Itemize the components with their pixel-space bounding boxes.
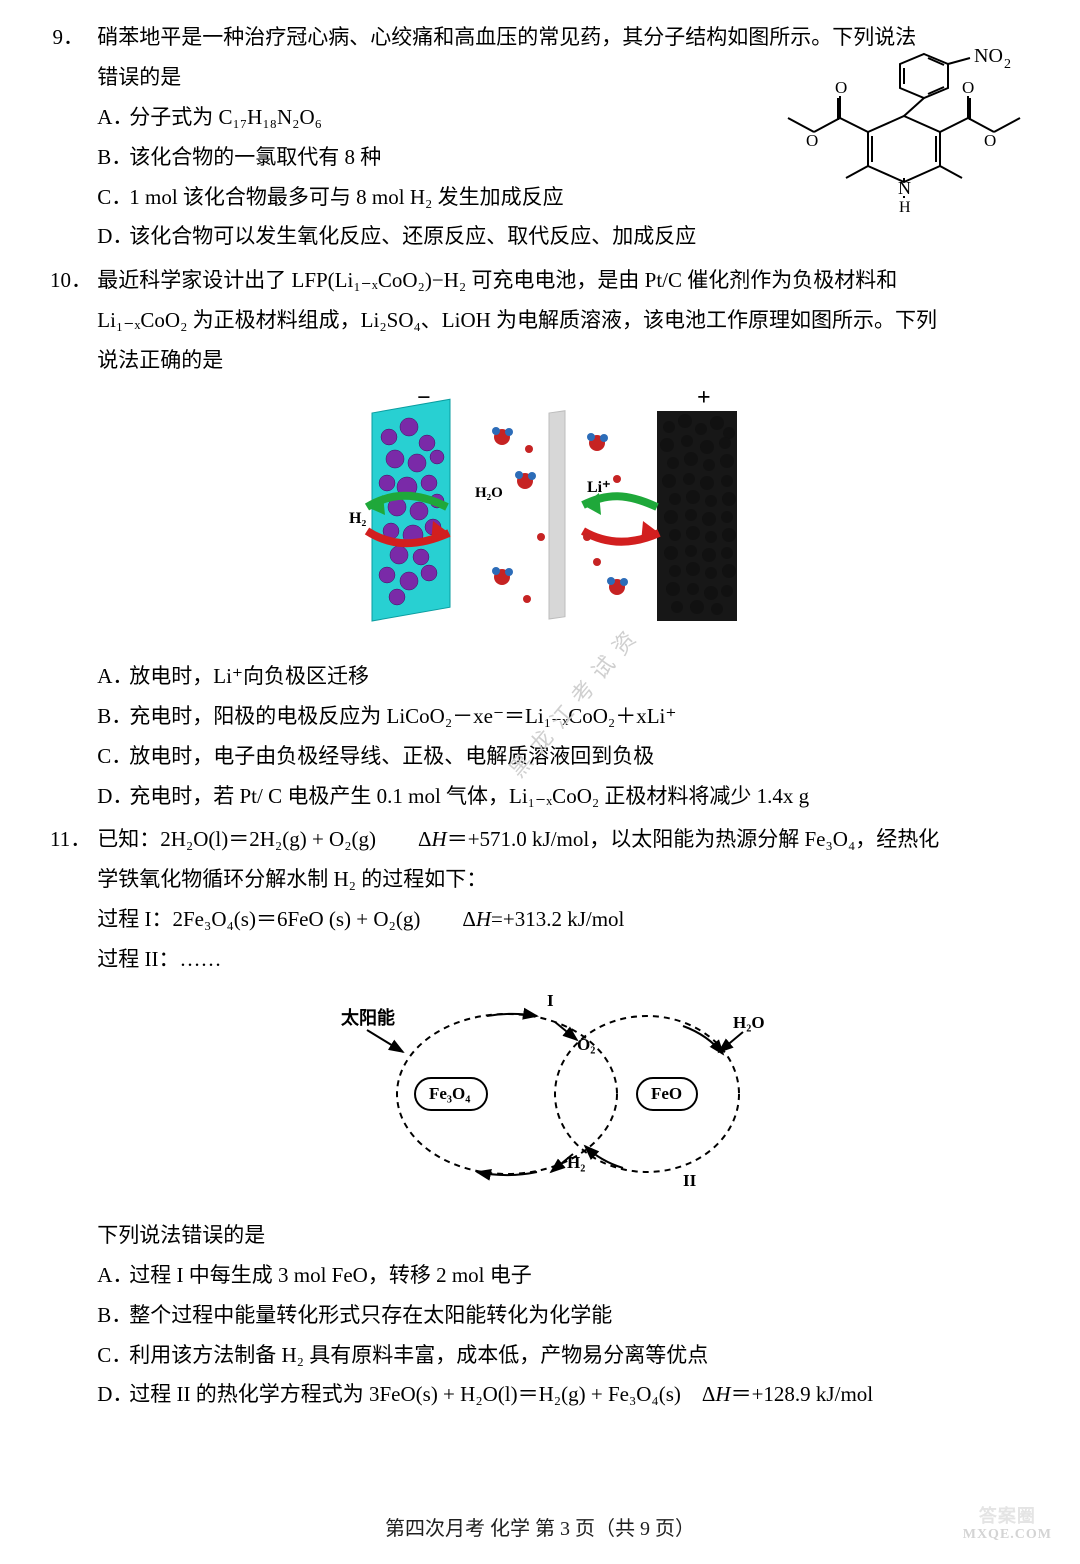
svg-text:H₂: H₂: [349, 510, 366, 527]
q11-line2: 学铁氧化物循环分解水制 H₂ 的过程如下：: [97, 867, 487, 891]
q11-cycle-figure: Fe₃O₄ FeO I II 太阳能 O₂ H₂O H₂: [97, 986, 1017, 1210]
svg-text:O₂: O₂: [577, 1035, 595, 1054]
option-label: A．: [97, 98, 133, 138]
svg-text:太阳能: 太阳能: [341, 1007, 395, 1028]
svg-text:H₂O: H₂O: [475, 485, 503, 501]
q11-b-text: 整个过程中能量转化形式只存在太阳能转化为化学能: [129, 1303, 612, 1327]
q11-line1a: 已知：2H₂O(l)＝2H₂(g) + O₂(g) Δ: [97, 827, 431, 851]
q11-a-text: 过程 I 中每生成 3 mol FeO，转移 2 mol 电子: [129, 1263, 532, 1287]
q11-option-d: D．过程 II 的热化学方程式为 3FeO(s) + H₂O(l)＝H₂(g) …: [97, 1375, 1017, 1415]
q10-line1: 最近科学家设计出了 LFP(Li₁₋ₓCoO₂)−H₂ 可充电电池，是由 Pt/…: [97, 268, 897, 292]
q9-a-text: 分子式为 C₁₇H₁₈N₂O₆: [129, 105, 322, 129]
q10-option-d: D．充电时，若 Pt/ C 电极产生 0.1 mol 气体，Li₁₋ₓCoO₂ …: [97, 777, 1017, 817]
svg-text:O: O: [984, 131, 996, 150]
svg-text:2: 2: [1004, 57, 1011, 72]
option-label: C．: [97, 178, 132, 218]
q11-d-text: 过程 II 的热化学方程式为 3FeO(s) + H₂O(l)＝H₂(g) + …: [129, 1382, 715, 1406]
q10-d-text: 充电时，若 Pt/ C 电极产生 0.1 mol 气体，Li₁₋ₓCoO₂ 正极…: [129, 784, 809, 808]
svg-text:Li⁺: Li⁺: [587, 479, 611, 496]
q9-c-text: 1 mol 该化合物最多可与 8 mol H₂ 发生加成反应: [129, 185, 563, 209]
svg-text:+: +: [697, 387, 711, 411]
q10-line2: Li₁₋ₓCoO₂ 为正极材料组成，Li₂SO₄、LiOH 为电解质溶液，该电池…: [97, 308, 937, 332]
question-10: 10． 最近科学家设计出了 LFP(Li₁₋ₓCoO₂)−H₂ 可充电电池，是由…: [50, 261, 1030, 816]
q11-option-b: B．整个过程中能量转化形式只存在太阳能转化为化学能: [97, 1296, 1017, 1336]
q10-line3: 说法正确的是: [97, 348, 223, 372]
option-label: B．: [97, 1296, 132, 1336]
q11-ask: 下列说法错误的是: [97, 1223, 265, 1247]
option-label: C．: [97, 1336, 132, 1376]
q9-stem-line2: 错误的是: [97, 65, 181, 89]
option-label: A．: [97, 657, 133, 697]
svg-text:II: II: [683, 1171, 697, 1190]
svg-text:H: H: [899, 199, 911, 216]
option-label: B．: [97, 697, 132, 737]
q10-option-b: B．充电时，阳极的电极反应为 LiCoO₂－xe⁻＝Li₁₋ₓCoO₂＋xLi⁺: [97, 697, 1017, 737]
svg-text:O: O: [806, 131, 818, 150]
q10-a-text: 放电时，Li⁺向负极区迁移: [129, 664, 369, 688]
q10-option-c: C．放电时，电子由负极经导线、正极、电解质溶液回到负极: [97, 737, 1017, 777]
q10-c-text: 放电时，电子由负极经导线、正极、电解质溶液回到负极: [129, 744, 654, 768]
q11-option-c: C．利用该方法制备 H₂ 具有原料丰富，成本低，产物易分离等优点: [97, 1336, 1017, 1376]
svg-text:H₂O: H₂O: [733, 1013, 765, 1032]
q9-d-text: 该化合物可以发生氧化反应、还原反应、取代反应、加成反应: [129, 224, 696, 248]
option-label: C．: [97, 737, 132, 777]
q11-line1: 已知：2H₂O(l)＝2H₂(g) + O₂(g) ΔH＝+571.0 kJ/m…: [97, 827, 939, 851]
q11-option-a: A．过程 I 中每生成 3 mol FeO，转移 2 mol 电子: [97, 1256, 1017, 1296]
q11-proc1b: =+313.2 kJ/mol: [491, 907, 624, 931]
q10-battery-figure: − +: [97, 387, 1017, 651]
q10-option-a: A．放电时，Li⁺向负极区迁移: [97, 657, 1017, 697]
question-11: 11． 已知：2H₂O(l)＝2H₂(g) + O₂(g) ΔH＝+571.0 …: [50, 820, 1030, 1415]
svg-text:H₂: H₂: [567, 1153, 585, 1172]
q10-number: 10．: [50, 261, 92, 301]
battery-svg: − +: [297, 387, 817, 637]
svg-text:Fe₃O₄: Fe₃O₄: [429, 1084, 470, 1103]
q11-d-text2: ＝+128.9 kJ/mol: [731, 1382, 874, 1406]
q11-c-text: 利用该方法制备 H₂ 具有原料丰富，成本低，产物易分离等优点: [129, 1343, 708, 1367]
svg-text:I: I: [547, 991, 554, 1010]
corner-watermark-bottom: MXQE.COM: [963, 1527, 1052, 1544]
svg-text:O: O: [962, 78, 974, 97]
option-label: D．: [97, 1375, 133, 1415]
q11-proc1: 过程 I：2Fe₃O₄(s)＝6FeO (s) + O₂(g) ΔH=+313.…: [97, 907, 624, 931]
corner-watermark-top: 答案圈: [963, 1506, 1052, 1528]
svg-text:NO: NO: [974, 46, 1003, 67]
q11-line1b: ＝+571.0 kJ/mol，以太阳能为热源分解 Fe₃O₄，经热化: [447, 827, 940, 851]
q11-number: 11．: [50, 820, 92, 860]
q9-b-text: 该化合物的一氯取代有 8 种: [129, 145, 381, 169]
svg-text:FeO: FeO: [651, 1084, 682, 1103]
cycle-svg: Fe₃O₄ FeO I II 太阳能 O₂ H₂O H₂: [337, 986, 777, 1196]
option-label: B．: [97, 138, 132, 178]
option-label: D．: [97, 777, 133, 817]
question-9: 9． 硝苯地平是一种治疗冠心病、心绞痛和高血压的常见药，其分子结构如图所示。下列…: [50, 18, 1030, 257]
molecule-svg: NO 2 O O O O N H: [756, 46, 1036, 216]
page-footer: 第四次月考 化学 第 3 页（共 9 页）: [0, 1510, 1080, 1548]
corner-watermark: 答案圈 MXQE.COM: [963, 1506, 1052, 1544]
q11-proc1a: 过程 I：2Fe₃O₄(s)＝6FeO (s) + O₂(g) Δ: [97, 907, 476, 931]
q9-molecule-figure: NO 2 O O O O N H: [756, 46, 1036, 230]
option-label: D．: [97, 217, 133, 257]
svg-text:O: O: [835, 78, 847, 97]
q9-number: 9．: [50, 18, 92, 58]
q10-b-text: 充电时，阳极的电极反应为 LiCoO₂－xe⁻＝Li₁₋ₓCoO₂＋xLi⁺: [129, 704, 676, 728]
q10-stem: 最近科学家设计出了 LFP(Li₁₋ₓCoO₂)−H₂ 可充电电池，是由 Pt/…: [97, 261, 1017, 816]
q11-proc2: 过程 II：……: [97, 947, 221, 971]
q11-stem: 已知：2H₂O(l)＝2H₂(g) + O₂(g) ΔH＝+571.0 kJ/m…: [97, 820, 1017, 1415]
option-label: A．: [97, 1256, 133, 1296]
